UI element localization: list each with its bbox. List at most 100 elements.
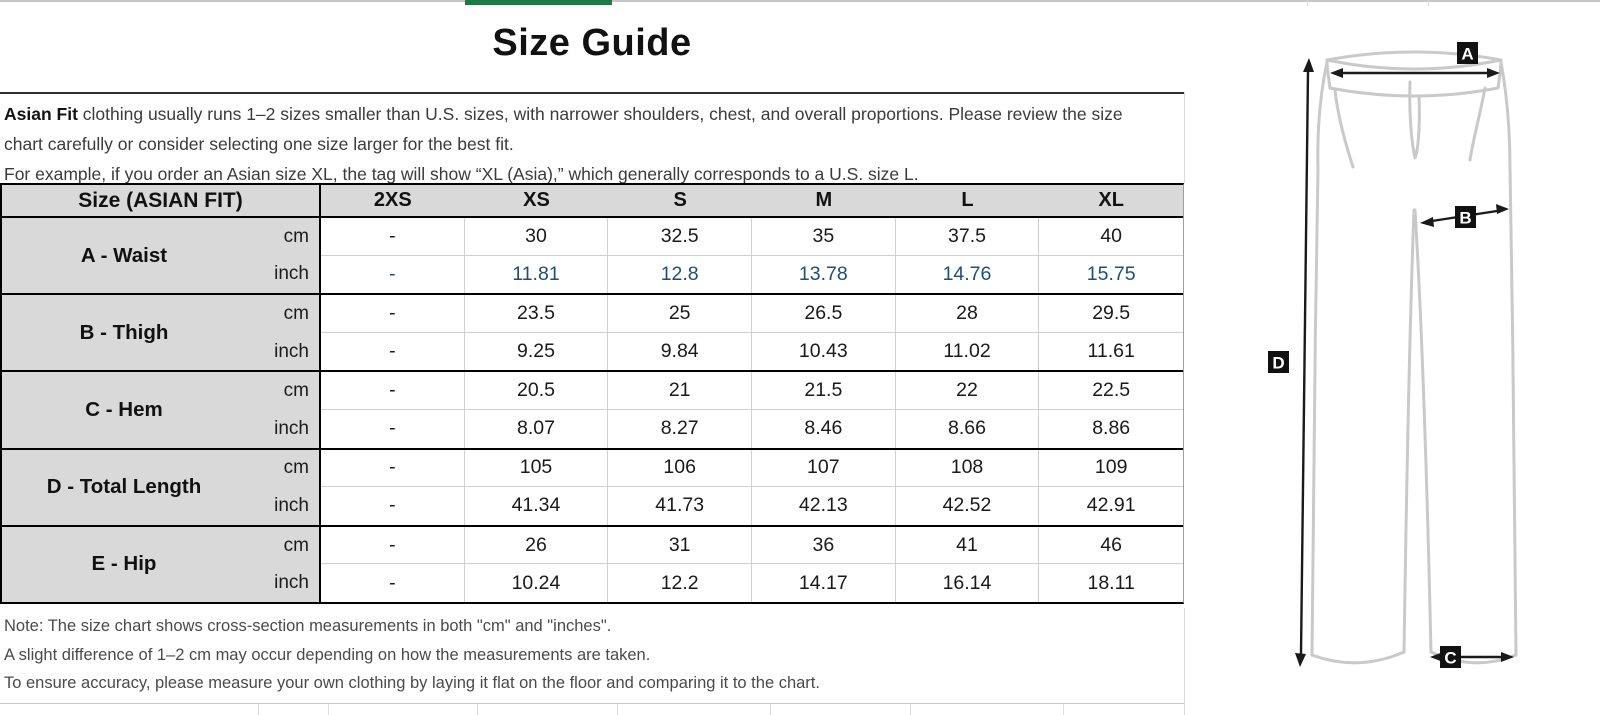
value-cell: 107 — [752, 449, 896, 488]
value-cell: 21.5 — [752, 372, 896, 410]
value-cell: 37.5 — [895, 218, 1040, 256]
value-cell: - — [321, 295, 465, 333]
value-cell: 20.5 — [464, 372, 609, 410]
value-cell: 42.91 — [1086, 494, 1136, 517]
value-cell: 25 — [608, 295, 752, 333]
value-cell: - — [321, 409, 465, 448]
value-cell: 26 — [464, 526, 609, 565]
top-hairline — [0, 0, 1600, 2]
value-cell: 106 — [608, 449, 752, 488]
value-cell: 11.02 — [896, 332, 1040, 371]
length-label: D — [1272, 354, 1284, 373]
value-cell: 8.27 — [608, 409, 752, 448]
label-b: B — [1455, 206, 1476, 228]
size-table: Size (ASIAN FIT) 2XS XS S M L XL A - Wai… — [0, 183, 1184, 604]
sheet-gridline — [258, 704, 259, 715]
value-cell: 12.8 — [608, 255, 752, 294]
value-cell: 11.81 — [465, 255, 609, 294]
value-cell: 41.73 — [608, 487, 752, 525]
note-line: A slight difference of 1–2 cm may occur … — [4, 645, 651, 664]
note-line: To ensure accuracy, please measure your … — [4, 674, 820, 692]
value-cell: 9.84 — [608, 332, 752, 371]
sheet-gridline — [1063, 704, 1064, 715]
sheet-gridline — [0, 703, 1185, 704]
label-d: D — [1268, 351, 1289, 373]
value-cell: - — [321, 218, 465, 256]
value-cell: - — [321, 255, 465, 294]
measure-arrows — [1295, 58, 1514, 667]
intro-lead-bold: Asian Fit — [4, 104, 78, 124]
value-cell: 11.61 — [1087, 340, 1135, 363]
row-group-hem: C - Hem cm - 20.5 21 21.5 22 22.5 inch -… — [2, 372, 1183, 450]
row-group-total-length: D - Total Length cm - 105 106 107 108 10… — [2, 449, 1183, 527]
table-header-row: Size (ASIAN FIT) 2XS XS S M L XL — [2, 185, 1183, 218]
value-cell: 36 — [752, 526, 896, 565]
column-header-2xs: 2XS — [373, 189, 412, 211]
note-line: Note: The size chart shows cross-section… — [4, 617, 612, 635]
intro-box: Asian Fit clothing usually runs 1–2 size… — [0, 92, 1184, 184]
value-cell: 8.66 — [896, 409, 1040, 448]
notes-block: Note: The size chart shows cross-section… — [0, 609, 1184, 698]
value-cell: - — [321, 332, 465, 371]
value-cell: 14.76 — [896, 255, 1040, 294]
value-cell: 108 — [895, 449, 1040, 488]
value-cell: 32.5 — [608, 218, 752, 256]
column-header-xs: XS — [523, 189, 550, 211]
row-label: C - Hem — [2, 372, 246, 448]
column-header-xl: XL — [1098, 189, 1124, 211]
row-label: A - Waist — [2, 218, 246, 294]
value-cell: 18.11 — [1087, 571, 1135, 594]
value-cell: 8.07 — [465, 409, 609, 448]
value-cell: 22 — [895, 372, 1040, 410]
value-cell: 30 — [464, 218, 609, 256]
label-a: A — [1457, 42, 1478, 64]
intro-lead-rest: clothing usually runs 1–2 sizes smaller … — [4, 104, 1123, 154]
value-cell: 41 — [895, 526, 1040, 565]
value-cell: 35 — [752, 218, 896, 256]
unit-cm: cm — [246, 295, 321, 333]
value-cell: 109 — [1039, 450, 1183, 488]
value-cell: 29.5 — [1039, 295, 1183, 333]
waist-label: A — [1461, 45, 1473, 64]
column-header-s: S — [673, 189, 687, 211]
value-cell: 12.2 — [608, 564, 752, 602]
sheet-gridline — [477, 704, 478, 715]
hem-label: C — [1444, 649, 1456, 668]
pants-outline — [1310, 50, 1518, 665]
value-cell: 21 — [608, 372, 752, 410]
value-cell: 8.46 — [752, 409, 896, 448]
sheet-gridline — [1184, 608, 1185, 715]
sheet-gridline — [910, 704, 911, 715]
value-cell: 31 — [608, 526, 752, 565]
sheet-gridline — [328, 704, 329, 715]
value-cell: 23.5 — [464, 295, 609, 333]
row-label: B - Thigh — [2, 295, 246, 371]
value-cell: - — [321, 564, 465, 602]
pants-diagram: A B C D — [1180, 0, 1600, 715]
value-cell: - — [321, 449, 465, 488]
sheet-gridline — [617, 704, 618, 715]
unit-inch: inch — [246, 487, 321, 525]
unit-inch: inch — [246, 564, 321, 602]
value-cell: 9.25 — [465, 332, 609, 371]
label-c: C — [1440, 646, 1461, 668]
column-header-l: L — [961, 189, 974, 211]
value-cell: 46 — [1039, 527, 1183, 565]
unit-inch: inch — [246, 409, 321, 448]
row-group-waist: A - Waist cm - 30 32.5 35 37.5 40 inch -… — [2, 218, 1183, 296]
page-title: Size Guide — [492, 22, 692, 64]
value-cell: 26.5 — [752, 295, 896, 333]
value-cell: 42.52 — [896, 487, 1040, 525]
value-cell: 40 — [1039, 218, 1183, 256]
grid-tick — [1307, 0, 1308, 6]
unit-cm: cm — [246, 218, 321, 256]
value-cell: 42.13 — [752, 487, 896, 525]
sheet-gridline — [770, 704, 771, 715]
value-cell: 22.5 — [1039, 372, 1183, 410]
value-cell: 15.75 — [1086, 262, 1136, 285]
thigh-label: B — [1459, 209, 1471, 228]
column-header-m: M — [815, 189, 833, 211]
intro-paragraph: Asian Fit clothing usually runs 1–2 size… — [4, 99, 1159, 159]
row-group-thigh: B - Thigh cm - 23.5 25 26.5 28 29.5 inch… — [2, 295, 1183, 373]
